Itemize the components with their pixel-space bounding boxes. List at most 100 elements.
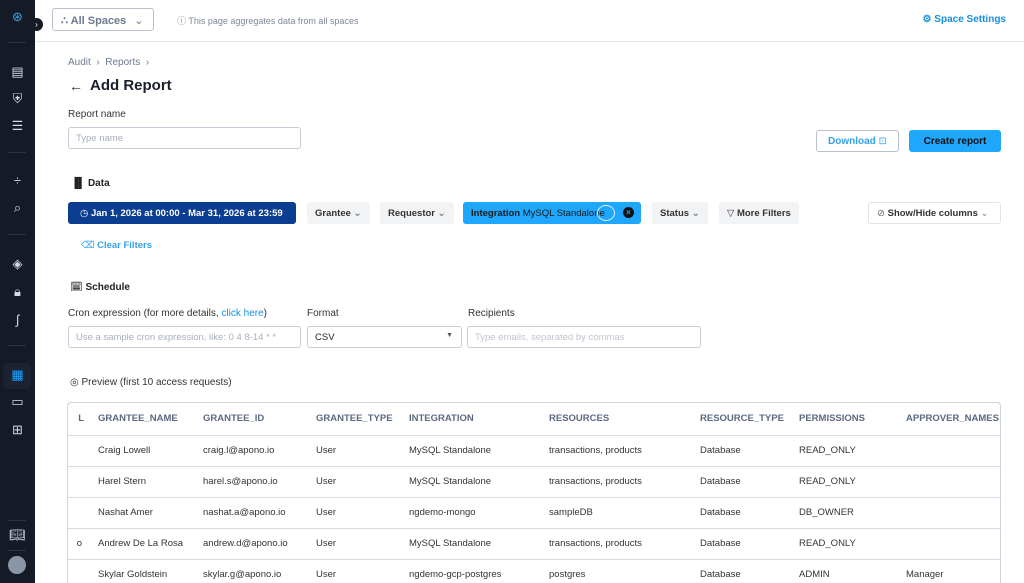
reports-icon[interactable]: ▦ [11,367,24,382]
table-cell: User [316,466,409,498]
chevron-down-icon: ⌄ [691,208,700,219]
back-arrow-icon[interactable]: ← [69,78,83,94]
layers-icon[interactable]: ◈ [12,256,23,271]
table-cell [906,528,1000,560]
divider [8,550,26,551]
book-icon[interactable]: 📖︎ [9,527,26,542]
clear-filters-label: Clear Filters [97,240,152,251]
column-header-resource-type[interactable]: RESOURCE_TYPE [700,403,799,436]
column-header-approver-names[interactable]: APPROVER_NAMES [906,403,1000,436]
download-label: Download [828,136,876,147]
column-header-partial: L [68,403,98,436]
report-name-label: Report name [68,109,126,120]
space-settings-button[interactable]: ⚙ Space Settings [923,14,1006,25]
cron-label-end: ) [263,308,267,319]
column-header-grantee-name[interactable]: GRANTEE_NAME [98,403,203,436]
remove-filter-icon[interactable]: × [623,207,634,218]
breadcrumb-reports[interactable]: Reports [105,57,141,68]
cell-partial: o [68,528,98,560]
monitor-icon[interactable]: ▭ [11,394,24,409]
cron-label-text: Cron expression (for more details, [68,308,222,319]
table-cell: READ_ONLY [799,435,906,467]
table-cell: ngdemo-mongo [409,497,549,529]
format-select[interactable]: CSV ▼ [307,326,462,348]
table-cell: Database [700,435,799,467]
cron-help-link[interactable]: click here [221,308,264,319]
requestor-filter[interactable]: Requestor ⌄ [380,202,454,224]
table-cell: MySQL Standalone [409,466,549,498]
table-cell: User [316,559,409,583]
hierarchy-icon[interactable]: ⊞ [12,422,23,437]
eye-icon: ◎ [70,377,82,388]
table-cell: transactions, products [549,466,700,498]
table-cell: Database [700,466,799,498]
shield-icon[interactable]: ⛨ [12,91,23,106]
table-cell: sampleDB [549,497,700,529]
flow-icon[interactable]: ∫ [15,312,20,327]
chevron-down-icon: ⌄ [353,208,362,219]
bar-chart-icon: ▐▌ [71,178,88,189]
cron-input[interactable]: Use a sample cron expression, like: 0 4 … [68,326,301,348]
table-cell: READ_ONLY [799,528,906,560]
report-name-input[interactable]: Type name [68,127,301,149]
divider [8,520,26,521]
info-note: ⓘ This page aggregates data from all spa… [177,14,358,27]
data-title-text: Data [87,178,110,189]
table-row[interactable]: Skylar Goldstein skylar.g@apono.io User ngd… [68,559,1000,583]
lock-icon[interactable]: 🔒︎ [14,284,21,299]
column-header-integration[interactable]: INTEGRATION [409,403,549,436]
logo-icon[interactable]: ⊛ [12,9,23,24]
show-hide-columns-button[interactable]: ⊘ Show/Hide columns ⌄ [868,202,1001,224]
grantee-filter[interactable]: Grantee ⌄ [307,202,370,224]
status-label: Status [660,208,690,219]
table-row[interactable]: o Andrew De La Rosa andrew.d@apono.io User M… [68,528,1000,560]
dashboard-icon[interactable]: ▤ [11,64,24,79]
clear-filters-button[interactable]: ⌫ Clear Filters [81,240,152,251]
spaces-selector[interactable]: ∴ All Spaces ⌄ [52,8,154,31]
status-filter[interactable]: Status ⌄ [652,202,708,224]
integration-filter[interactable]: Integration MySQL Standalone × [463,202,641,224]
column-header-permissions[interactable]: PERMISSIONS [799,403,906,436]
table-cell: ADMIN [799,559,906,583]
list-icon[interactable]: ☰ [11,118,24,133]
chevron-down-icon: ⌄ [980,208,989,219]
table-row[interactable]: Harel Stern harel.s@apono.io User MySQL Sta… [68,466,1000,498]
cell-partial [68,435,98,467]
format-label: Format [307,308,339,319]
cursor-highlight [597,205,615,221]
topbar: ∴ All Spaces ⌄ ⓘ This page aggregates dat… [35,0,1024,42]
table-row[interactable]: Nashat Amer nashat.a@apono.io User ngdemo-m… [68,497,1000,529]
column-header-resources[interactable]: RESOURCES [549,403,700,436]
table-cell: skylar.g@apono.io [203,559,316,583]
table-cell: craig.l@apono.io [203,435,316,467]
requestor-label: Requestor [388,208,435,219]
integration-value: MySQL Standalone [522,208,605,219]
table-cell [906,466,1000,498]
column-header-grantee-id[interactable]: GRANTEE_ID [203,403,316,436]
column-header-grantee-type[interactable]: GRANTEE_TYPE [316,403,409,436]
expand-sidebar-button[interactable]: › [30,18,43,31]
divide-icon[interactable]: ÷ [13,173,22,188]
create-report-button[interactable]: Create report [909,130,1001,152]
date-range-text: Jan 1, 2026 at 00:00 - Mar 31, 2026 at 2… [90,208,283,219]
avatar[interactable] [8,556,26,574]
gear-icon: ⚙ [922,14,935,25]
table-row[interactable]: Craig Lowell craig.l@apono.io User MySQL St… [68,435,1000,467]
table-header-row: L GRANTEE_NAME GRANTEE_ID GRANTEE_TYPE I… [68,403,1000,436]
divider [8,152,26,153]
table-cell: Database [700,559,799,583]
divider [8,345,26,346]
search-activity-icon[interactable]: ⌕ [13,200,22,215]
table-cell: Nashat Amer [98,497,203,529]
recipients-input[interactable]: Type emails, separated by commas [467,326,701,348]
chevron-down-icon: ⌄ [134,15,144,27]
table-cell: Database [700,528,799,560]
more-filters-button[interactable]: ▽ More Filters [719,202,799,224]
breadcrumb-audit[interactable]: Audit [68,57,91,68]
divider [8,42,26,43]
table-cell: User [316,435,409,467]
download-button[interactable]: Download ⊡ [816,130,899,152]
breadcrumb: Audit › Reports › [68,57,150,68]
date-range-picker[interactable]: ◷ Jan 1, 2026 at 00:00 - Mar 31, 2026 at… [68,202,296,224]
spaces-icon: ∴ [61,15,71,27]
